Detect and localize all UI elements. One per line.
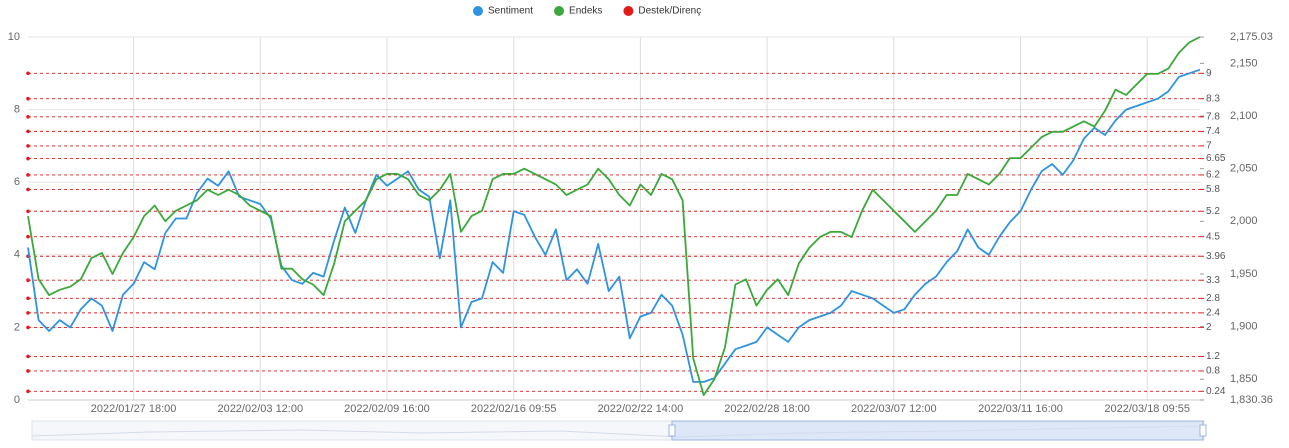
y-tick-label: 0	[14, 394, 20, 406]
y2-tick-label: 2,000	[1230, 215, 1258, 227]
zoom-handle[interactable]	[1199, 424, 1207, 437]
level-label: 7	[1206, 141, 1212, 152]
level-dot	[26, 156, 30, 161]
level-dot	[26, 115, 30, 119]
level-label: 5.8	[1206, 184, 1220, 195]
level-dot	[26, 234, 30, 239]
legend-label: Destek/Direnç	[638, 6, 701, 17]
legend-label: Sentiment	[488, 6, 533, 17]
level-label: 7.4	[1206, 126, 1220, 137]
y2-tick-label: 2,100	[1230, 110, 1258, 122]
level-dot	[26, 389, 30, 394]
plot: 0 2 4 6 8 10 1,830.36 1,850 1,900 1,950 2,000 2,050…	[8, 6, 1273, 415]
level-dot	[26, 173, 30, 177]
series-line	[27, 68, 1201, 383]
level-dot	[26, 369, 30, 373]
y2-tick-label: 2,050	[1230, 163, 1258, 175]
x-tick-label: 2022/01/27 18:00	[91, 403, 177, 415]
y-tick-label: 10	[8, 31, 20, 43]
y-tick-label: 8	[14, 104, 20, 116]
level-label: 6.2	[1206, 170, 1220, 181]
level-label: 2.4	[1206, 308, 1220, 319]
level-dot	[26, 187, 30, 192]
level-label: 3.3	[1206, 275, 1220, 286]
legend-marker	[473, 6, 483, 16]
level-label: 3.96	[1206, 251, 1226, 262]
y2-tick-label: 1,900	[1230, 321, 1258, 333]
level-dot	[26, 354, 30, 359]
x-tick-label: 2022/03/18 09:55	[1104, 403, 1190, 415]
level-label: 5.2	[1206, 206, 1220, 217]
x-tick-label: 2022/02/28 18:00	[724, 403, 810, 415]
level-label: 2	[1206, 322, 1212, 333]
y2-tick-label: 1,950	[1230, 268, 1258, 280]
zoom-handle[interactable]	[668, 424, 676, 437]
y2-tick-label: 1,830.36	[1230, 394, 1273, 406]
data-zoom[interactable]	[31, 420, 1207, 441]
level-dot	[26, 311, 30, 315]
level-label: 7.8	[1206, 112, 1220, 123]
y-tick-label: 2	[14, 321, 20, 333]
level-dot	[26, 96, 30, 101]
level-label: 6.65	[1206, 153, 1226, 164]
level-label: 2.8	[1206, 293, 1220, 304]
legend-marker	[554, 6, 565, 16]
y2-tick-label: 2,150	[1230, 57, 1258, 69]
x-tick-label: 2022/03/07 12:00	[851, 403, 937, 415]
level-dot	[26, 278, 30, 283]
level-label: 0.8	[1206, 366, 1220, 377]
legend-label: Endeks	[569, 6, 602, 17]
level-dot	[26, 129, 30, 134]
level-label: 9	[1206, 68, 1212, 79]
level-dot	[26, 71, 30, 76]
level-label: 0.24	[1206, 386, 1226, 397]
level-label: 4.5	[1206, 231, 1220, 242]
y-tick-label: 6	[14, 176, 20, 188]
y2-tick-label: 1,850	[1230, 373, 1258, 385]
level-dot	[26, 144, 30, 148]
x-tick-label: 2022/02/03 12:00	[217, 403, 303, 415]
level-dot	[26, 325, 30, 330]
y2-tick-label: 2,175.03	[1230, 31, 1273, 43]
x-tick-label: 2022/02/09 16:00	[344, 403, 430, 415]
level-dot	[26, 209, 30, 214]
level-label: 8.3	[1206, 93, 1220, 104]
series-line	[27, 36, 1201, 396]
zoom-window[interactable]	[671, 420, 1204, 441]
x-tick-label: 2022/02/16 09:55	[471, 403, 557, 415]
x-tick-label: 2022/03/11 16:00	[978, 403, 1063, 415]
x-tick-label: 2022/02/22 14:00	[598, 403, 684, 415]
level-label: 1.2	[1206, 351, 1220, 362]
y-tick-label: 4	[14, 249, 20, 261]
level-dot	[26, 296, 30, 301]
legend-marker	[623, 6, 634, 16]
